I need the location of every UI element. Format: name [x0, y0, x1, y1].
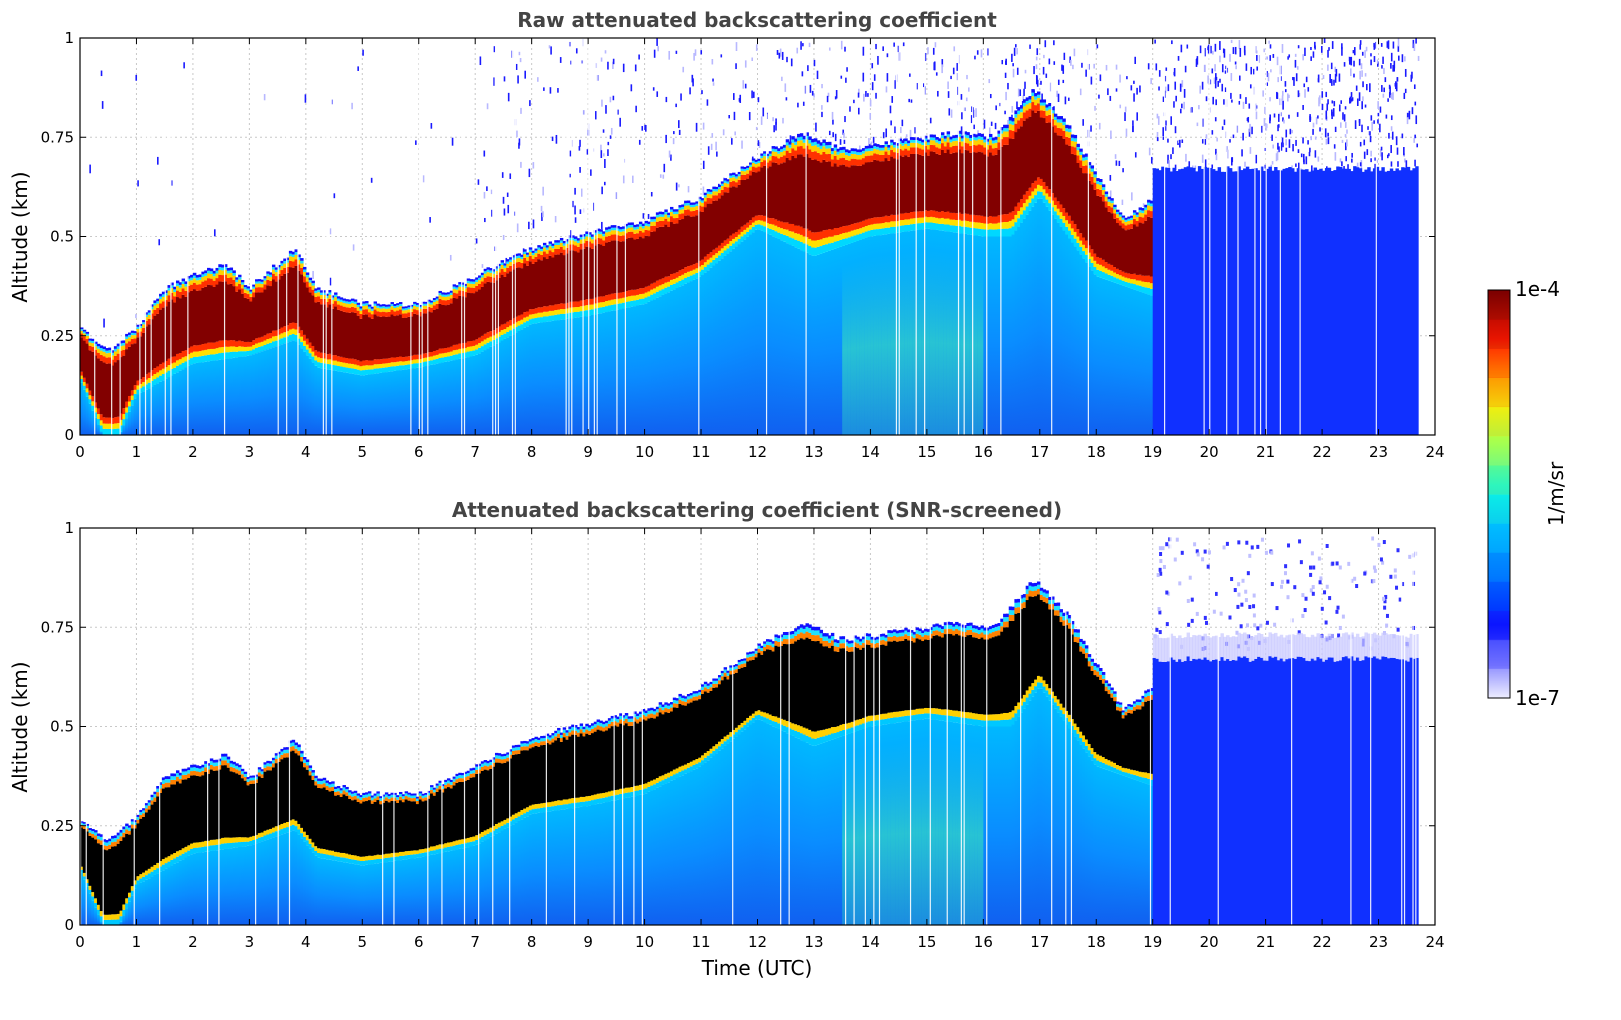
x-tick-label: 7: [470, 933, 480, 951]
x-tick-label: 0: [75, 443, 85, 461]
y-tick-label: 1: [64, 29, 74, 47]
y-tick-label: 0.75: [41, 128, 74, 146]
x-tick-label: 0: [75, 933, 85, 951]
x-tick-label: 3: [245, 443, 255, 461]
backscatter-columns: [80, 38, 1419, 435]
x-tick-label: 10: [635, 933, 654, 951]
snr-screened-panel: Attenuated backscattering coefficient (S…: [8, 498, 1445, 980]
x-tick-label: 19: [1143, 443, 1162, 461]
x-tick-label: 8: [527, 933, 537, 951]
x-tick-label: 16: [974, 933, 993, 951]
colorbar: 1e-4 1e-7 1/m/sr: [1487, 277, 1568, 710]
colorbar-step: [1488, 290, 1510, 320]
x-tick-label: 13: [804, 933, 823, 951]
x-tick-label: 24: [1425, 443, 1444, 461]
x-tick-label: 22: [1313, 443, 1332, 461]
x-tick-label: 17: [1030, 933, 1049, 951]
x-tick-label: 10: [635, 443, 654, 461]
x-tick-label: 23: [1369, 443, 1388, 461]
x-tick-label: 17: [1030, 443, 1049, 461]
x-tick-label: 14: [861, 933, 880, 951]
x-tick-label: 3: [245, 933, 255, 951]
colorbar-steps: [1488, 290, 1510, 699]
raw-panel-title: Raw attenuated backscattering coefficien…: [517, 8, 997, 32]
x-tick-label: 12: [748, 443, 767, 461]
colorbar-step: [1488, 552, 1510, 582]
x-tick-label: 13: [804, 443, 823, 461]
snr-y-ticks: 0 0.25 0.5 0.75 1: [41, 519, 1435, 934]
x-tick-label: 5: [358, 933, 368, 951]
x-tick-label: 2: [188, 933, 198, 951]
colorbar-step: [1488, 464, 1510, 495]
y-tick-label: 0.5: [50, 718, 74, 736]
x-tick-label: 1: [132, 443, 142, 461]
x-tick-label: 22: [1313, 933, 1332, 951]
y-tick-label: 0: [64, 916, 74, 934]
y-tick-label: 0.25: [41, 817, 74, 835]
raw-heatmap: [80, 38, 1420, 435]
x-tick-label: 16: [974, 443, 993, 461]
y-tick-label: 0: [64, 426, 74, 444]
x-tick-label: 18: [1087, 933, 1106, 951]
snr-x-ticks: 0 1 2 3 4 5 6 7 8 9 10 11 12 13 14 15 16 17 18 19 20 21 22 23 24: [75, 528, 1445, 951]
raw-x-ticks: 0 1 2 3 4 5 6 7 8 9 10 11 12 13 14 15 16 17 18 19 20 21 22 23 24: [75, 38, 1445, 461]
colorbar-step: [1488, 406, 1510, 437]
noise-speckle: [89, 38, 1420, 328]
x-tick-label: 23: [1369, 933, 1388, 951]
x-tick-label: 15: [917, 933, 936, 951]
colorbar-step: [1488, 668, 1510, 699]
x-tick-label: 1: [132, 933, 142, 951]
y-tick-label: 0.5: [50, 228, 74, 246]
colorbar-step: [1488, 348, 1510, 378]
raw-y-ticks: 0 0.25 0.5 0.75 1: [41, 29, 1435, 444]
x-tick-label: 6: [414, 443, 424, 461]
colorbar-step: [1488, 435, 1510, 466]
y-tick-label: 0.75: [41, 618, 74, 636]
x-tick-label: 11: [691, 933, 710, 951]
colorbar-step: [1488, 377, 1510, 408]
raw-backscatter-panel: Raw attenuated backscattering coefficien…: [8, 8, 1445, 461]
x-tick-label: 8: [527, 443, 537, 461]
colorbar-unit-label: 1/m/sr: [1544, 461, 1568, 526]
x-tick-label: 20: [1200, 933, 1219, 951]
x-tick-label: 21: [1256, 443, 1275, 461]
x-tick-label: 19: [1143, 933, 1162, 951]
colorbar-step: [1488, 639, 1510, 670]
x-tick-label: 5: [358, 443, 368, 461]
x-tick-label: 14: [861, 443, 880, 461]
x-tick-label: 20: [1200, 443, 1219, 461]
colorbar-max-label: 1e-4: [1515, 277, 1560, 301]
x-tick-label: 12: [748, 933, 767, 951]
x-tick-label: 7: [470, 443, 480, 461]
colorbar-step: [1488, 610, 1510, 641]
colorbar-frame: [1487, 289, 1511, 699]
x-tick-label: 15: [917, 443, 936, 461]
colorbar-step: [1488, 523, 1510, 553]
x-tick-label: 6: [414, 933, 424, 951]
x-tick-label: 4: [301, 933, 311, 951]
snr-panel-title: Attenuated backscattering coefficient (S…: [452, 498, 1062, 522]
y-tick-label: 1: [64, 519, 74, 537]
snr-y-axis-label: Altitude (km): [8, 661, 32, 792]
colorbar-step: [1488, 581, 1510, 612]
colorbar-step: [1488, 494, 1510, 524]
y-tick-label: 0.25: [41, 327, 74, 345]
x-tick-label: 9: [583, 933, 593, 951]
screened-speckle: [1153, 536, 1418, 651]
x-tick-label: 9: [583, 443, 593, 461]
raw-y-axis-label: Altitude (km): [8, 171, 32, 302]
colorbar-step: [1488, 319, 1510, 349]
x-tick-label: 24: [1425, 933, 1444, 951]
x-tick-label: 11: [691, 443, 710, 461]
x-tick-label: 4: [301, 443, 311, 461]
backscatter-columns: [80, 528, 1419, 925]
snr-heatmap: [80, 528, 1419, 925]
x-axis-label: Time (UTC): [701, 956, 813, 980]
x-tick-label: 2: [188, 443, 198, 461]
colorbar-min-label: 1e-7: [1515, 686, 1560, 710]
x-tick-label: 21: [1256, 933, 1275, 951]
colorbar-gradient: [1488, 290, 1510, 698]
x-tick-label: 18: [1087, 443, 1106, 461]
